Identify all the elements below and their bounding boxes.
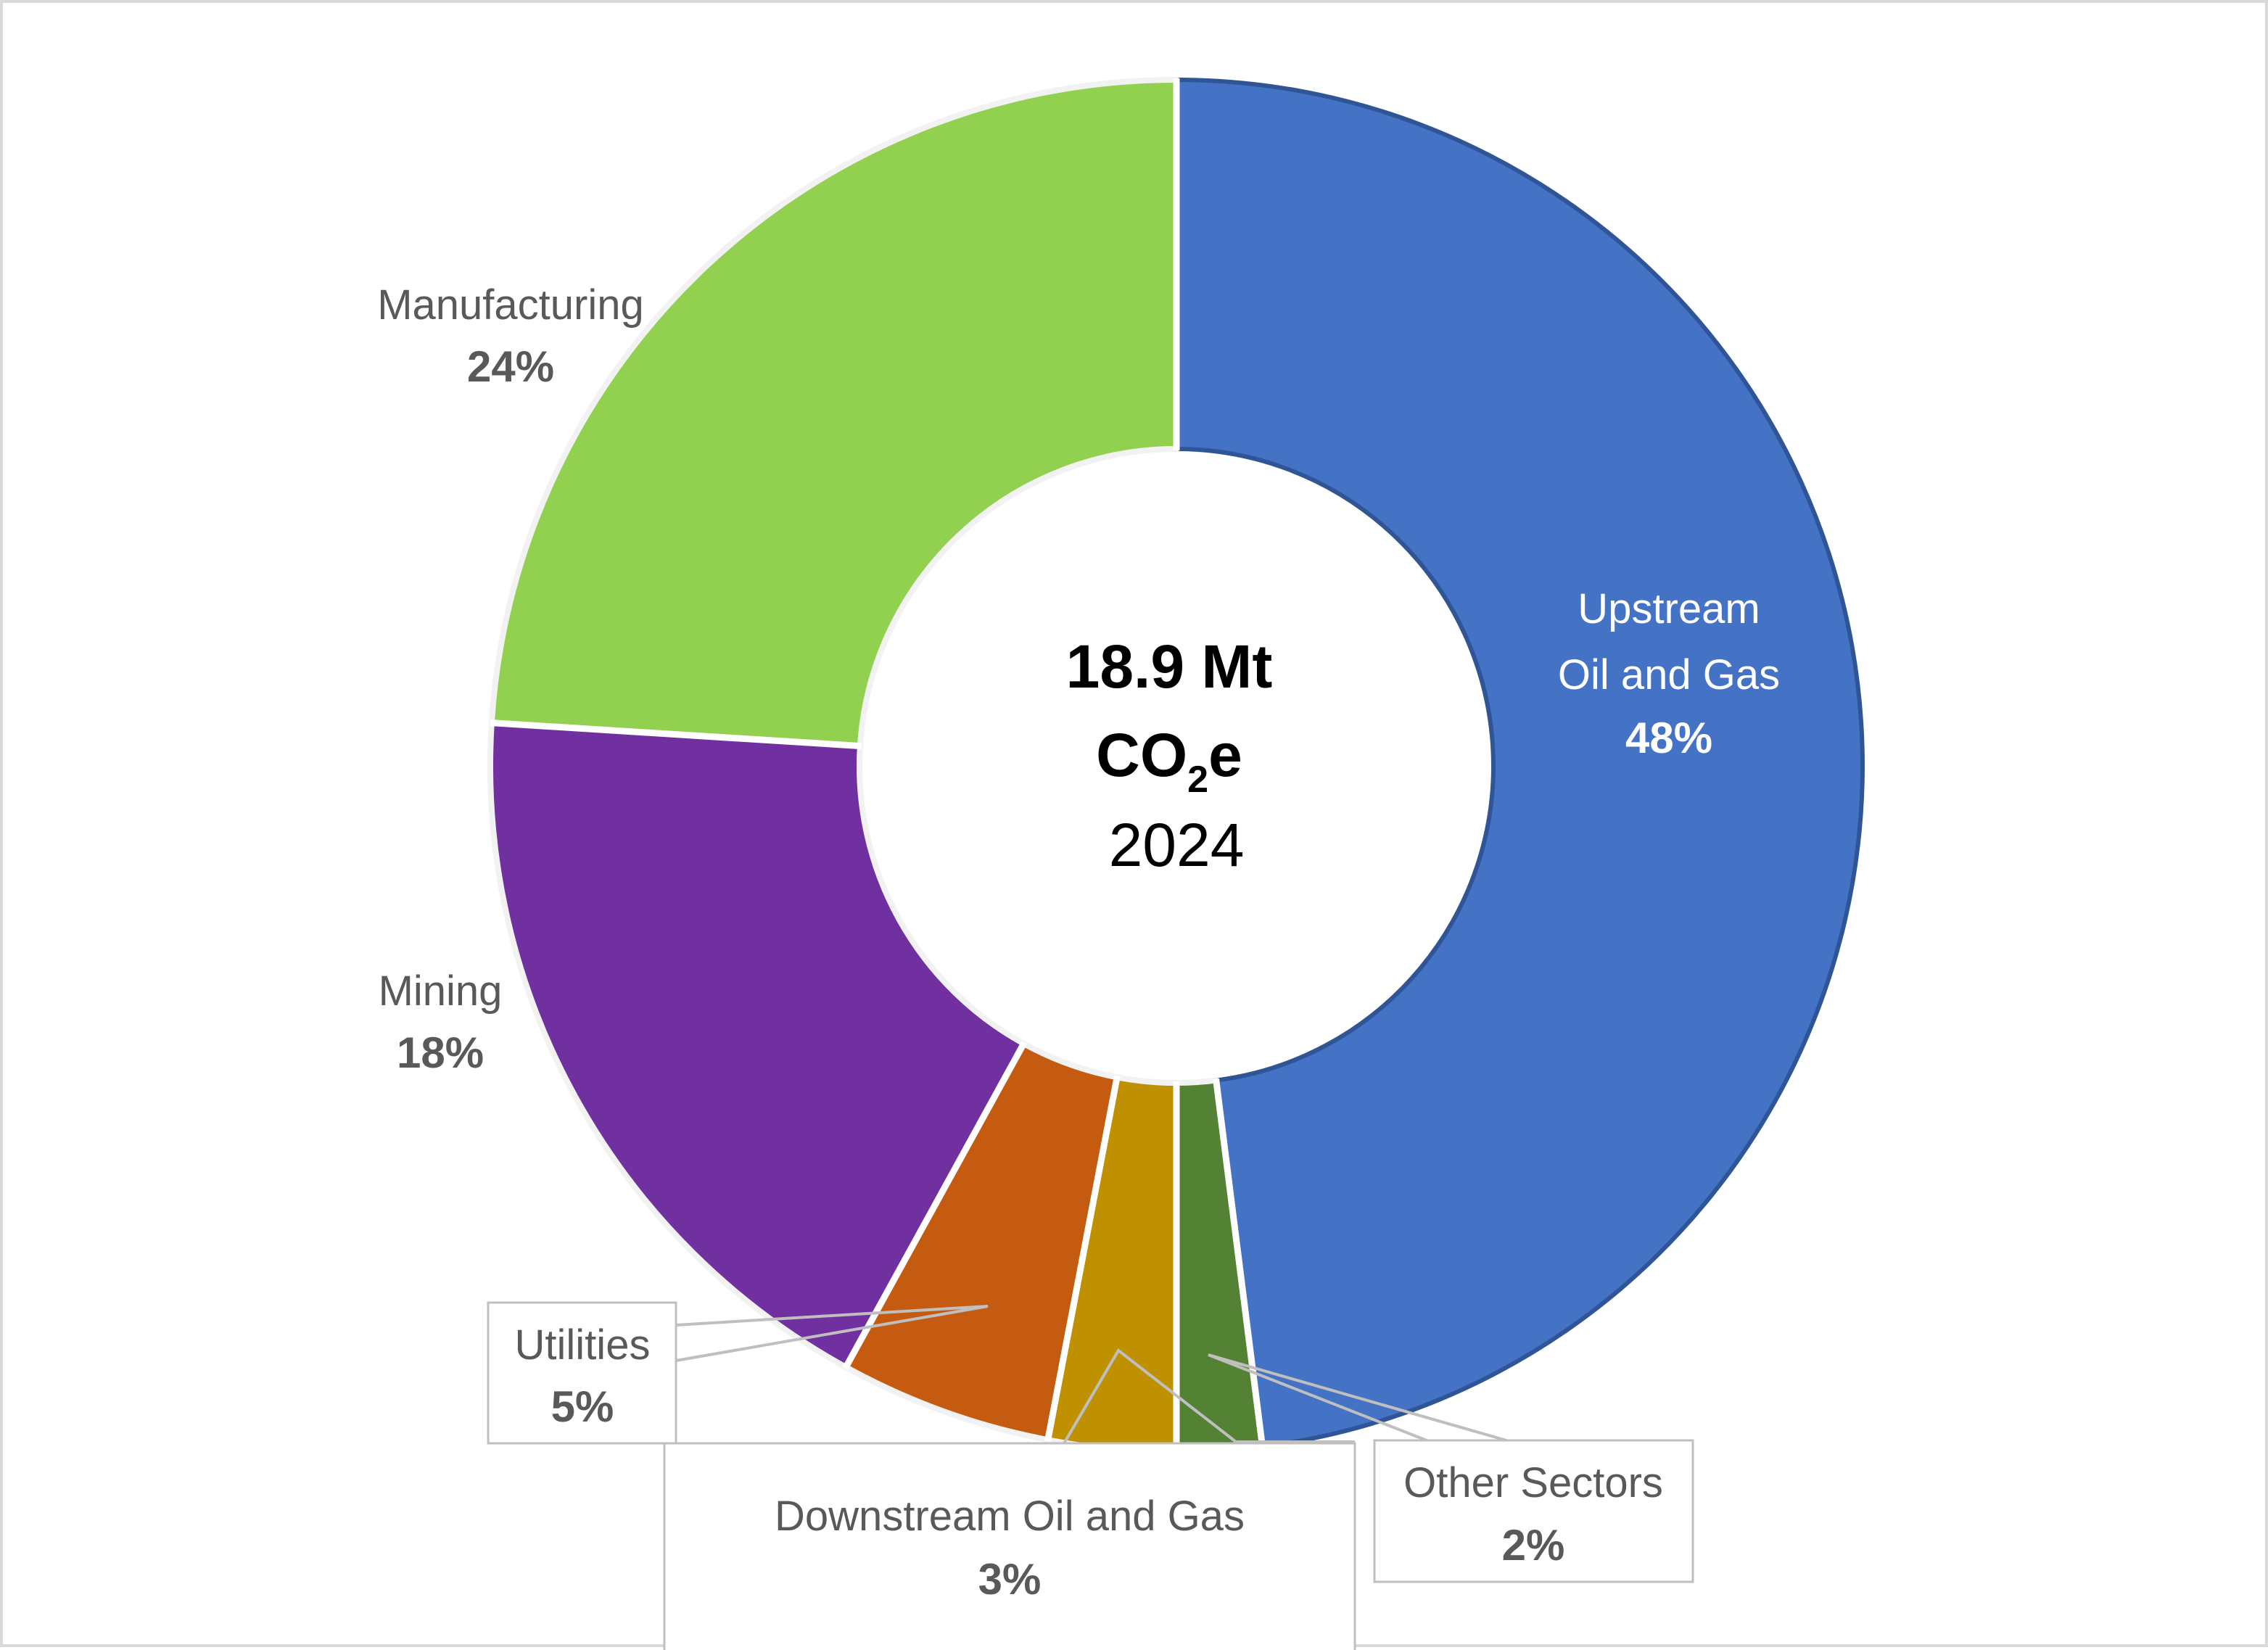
center-unit-subscript: 2 bbox=[1187, 759, 1208, 801]
center-unit-co: CO bbox=[1096, 721, 1187, 789]
slice-separator bbox=[490, 719, 862, 750]
upstream-label-pct: 48% bbox=[1625, 714, 1712, 762]
downstream-label-pct: 3% bbox=[978, 1555, 1042, 1604]
other-sectors-leader bbox=[1208, 1353, 1507, 1442]
center-total: 18.9 Mt bbox=[1066, 632, 1273, 701]
utilities-label-pct: 5% bbox=[551, 1382, 614, 1431]
utilities-callout-box bbox=[487, 1301, 677, 1445]
center-label: 18.9 Mt CO2e 2024 bbox=[1066, 632, 1273, 879]
center-unit: CO2e bbox=[1096, 721, 1242, 801]
slice-separator bbox=[1044, 1075, 1121, 1443]
manufacturing-label-pct: 24% bbox=[467, 342, 554, 391]
slice-manufacturing bbox=[488, 77, 1179, 749]
doughnut-chart: Upstream Oil and Gas 48% Manufacturing 2… bbox=[377, 77, 1865, 1650]
slice-separator bbox=[1213, 1078, 1266, 1449]
manufacturing-label-name: Manufacturing bbox=[377, 281, 644, 329]
utilities-leader bbox=[675, 1305, 989, 1362]
other-sectors-label-name: Other Sectors bbox=[1403, 1459, 1663, 1506]
utilities-label-name: Utilities bbox=[515, 1321, 651, 1369]
mining-label-pct: 18% bbox=[397, 1028, 484, 1077]
center-year: 2024 bbox=[1109, 811, 1245, 879]
upstream-label-name-2: Oil and Gas bbox=[1558, 651, 1780, 698]
downstream-label-name: Downstream Oil and Gas bbox=[775, 1493, 1245, 1540]
slice-mining bbox=[487, 719, 1027, 1370]
mining-label-name: Mining bbox=[379, 968, 503, 1015]
other-sectors-callout-box bbox=[1373, 1439, 1694, 1583]
upstream-label-name-1: Upstream bbox=[1578, 585, 1760, 632]
other-sectors-label-pct: 2% bbox=[1502, 1521, 1565, 1569]
slice-upstream-oil-and-gas bbox=[1174, 78, 1865, 1449]
downstream-callout-box bbox=[663, 1442, 1356, 1650]
center-unit-e: e bbox=[1208, 721, 1242, 789]
doughnut-slices bbox=[487, 77, 1865, 1455]
